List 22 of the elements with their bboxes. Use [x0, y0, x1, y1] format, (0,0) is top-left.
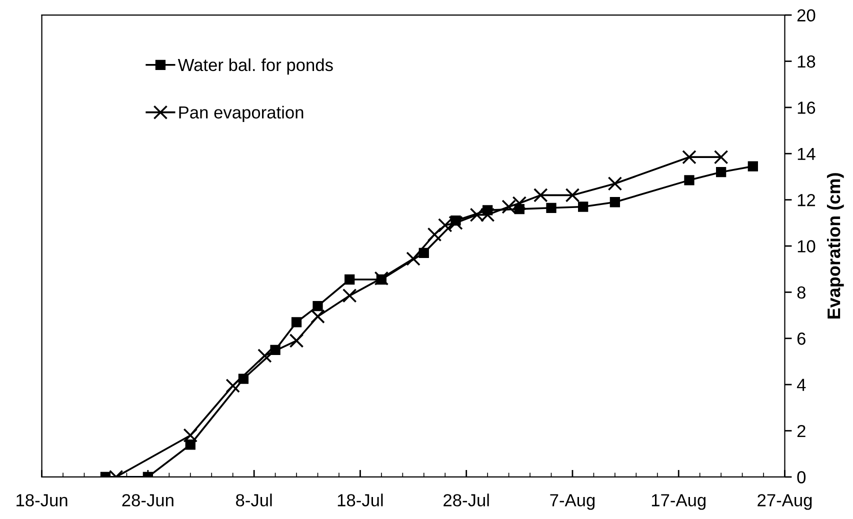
x-tick-label: 28-Jul [444, 494, 489, 506]
x-tick-label: 18-Jun [16, 494, 68, 506]
y-tick-label: 12 [798, 194, 816, 206]
y-tick-label: 6 [797, 332, 806, 345]
legend-label: Water bal. for ponds [178, 58, 333, 75]
x-tick-label: 17-Aug [652, 494, 706, 510]
legend-label: Pan evaporation [179, 106, 304, 122]
y-tick-label: 2 [797, 424, 806, 438]
x-tick-label: 18-Jul [338, 494, 383, 506]
x-tick-label: 8-Jul [236, 494, 272, 506]
y-tick-label: 8 [797, 286, 806, 299]
y-tick-label: 18 [798, 55, 816, 68]
x-tick-label: 7-Aug [550, 494, 595, 510]
y-tick-label: 10 [798, 240, 816, 252]
y-tick-label: 16 [798, 102, 816, 114]
x-tick-label: 28-Jun [122, 494, 174, 506]
y-tick-label: 4 [796, 378, 806, 391]
y-tick-label: 20 [797, 9, 816, 22]
y-tick-label: 14 [798, 148, 816, 160]
y-axis-title: Evaporation (cm) [826, 173, 844, 319]
y-tick-label: 0 [797, 471, 806, 484]
x-tick-label: 27-Aug [758, 494, 812, 510]
